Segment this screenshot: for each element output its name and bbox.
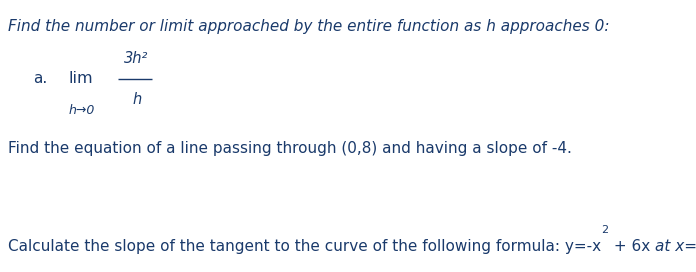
- Text: lim: lim: [68, 71, 93, 86]
- Text: Find the equation of a line passing through (0,8) and having a slope of -4.: Find the equation of a line passing thro…: [8, 141, 572, 156]
- Text: h→0: h→0: [68, 104, 95, 117]
- Text: 2: 2: [601, 225, 608, 235]
- Text: h: h: [132, 92, 141, 107]
- Text: a.: a.: [33, 71, 47, 86]
- Text: 3h²: 3h²: [124, 51, 148, 66]
- Text: Find the number or limit approached by the entire function as h approaches 0:: Find the number or limit approached by t…: [8, 19, 610, 34]
- Text: Calculate the slope of the tangent to the curve of the following formula: y=-x: Calculate the slope of the tangent to th…: [8, 239, 601, 254]
- Text: + 6x: + 6x: [608, 239, 655, 254]
- Text: at x=7.: at x=7.: [655, 239, 696, 254]
